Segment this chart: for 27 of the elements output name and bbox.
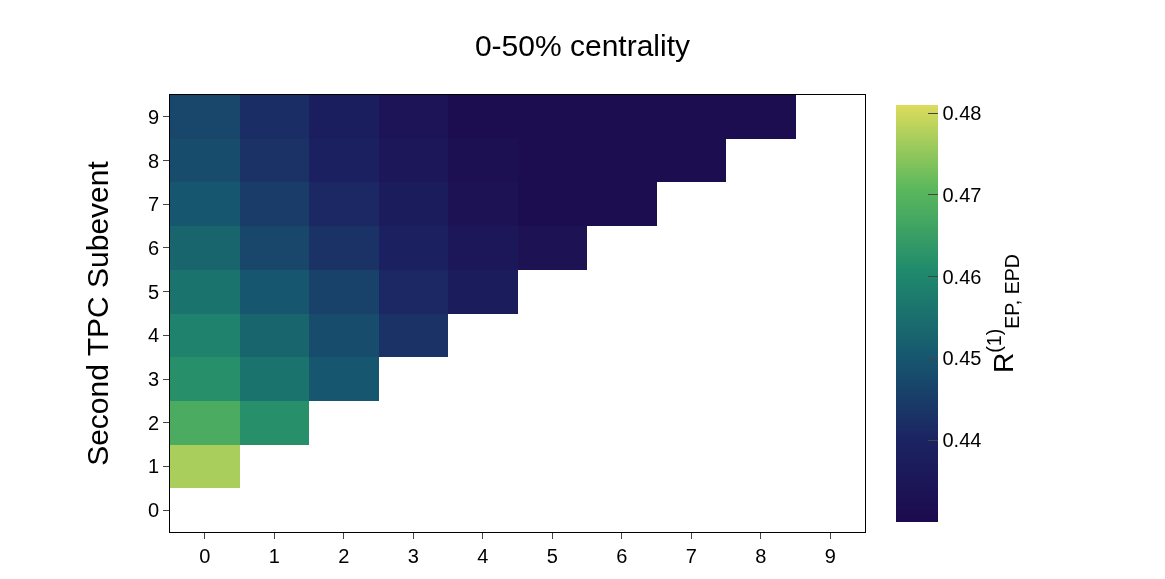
color-bar-label: 0.47 xyxy=(942,183,982,206)
y-tick-label: 8 xyxy=(147,149,159,172)
y-tick-label: 3 xyxy=(147,368,159,391)
y-tick-label: 7 xyxy=(147,193,159,216)
x-tick-label: 1 xyxy=(268,545,280,567)
x-tick-label: 4 xyxy=(477,545,489,567)
x-tick-label: 3 xyxy=(407,545,419,567)
x-tick-label: 9 xyxy=(824,545,836,567)
y-axis-title: Second TPC Subevent xyxy=(80,160,114,466)
y-tick-label: 9 xyxy=(147,105,159,128)
y-tick-label: 2 xyxy=(147,411,159,434)
y-tick-label: 6 xyxy=(147,236,159,259)
chart-title: 0-50% centrality xyxy=(474,28,691,62)
x-tick-label: 7 xyxy=(685,545,697,567)
y-tick-label: 1 xyxy=(147,455,159,478)
y-tick-label: 4 xyxy=(147,324,159,347)
color-bar-label: 0.44 xyxy=(942,429,982,452)
y-tick-label: 5 xyxy=(147,280,159,303)
x-tick-label: 5 xyxy=(546,545,558,567)
x-tick-label: 0 xyxy=(199,545,211,567)
x-tick-label: 2 xyxy=(338,545,350,567)
color-bar-label: 0.45 xyxy=(942,347,982,370)
x-tick-label: 6 xyxy=(616,545,628,567)
color-bar-label: 0.46 xyxy=(942,265,982,288)
color-bar-label: 0.48 xyxy=(942,102,982,125)
x-tick-label: 8 xyxy=(755,545,767,567)
y-tick-label: 0 xyxy=(147,499,159,522)
